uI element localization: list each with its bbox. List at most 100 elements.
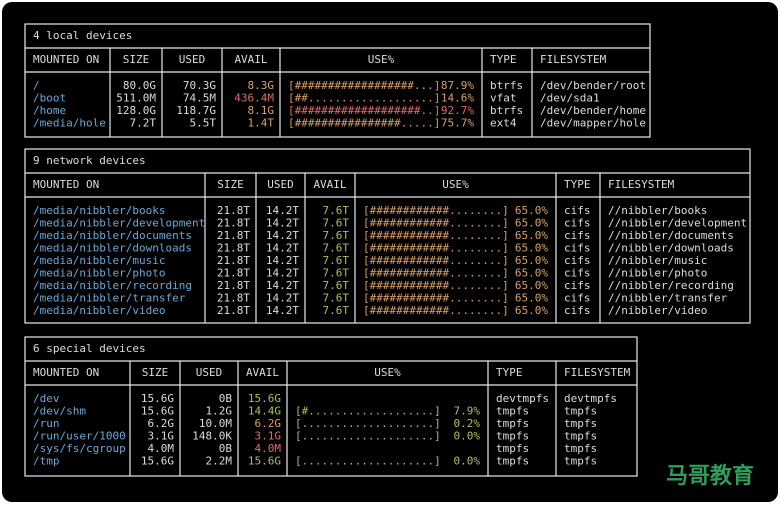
mount-point: /media/nibbler/photo — [33, 267, 165, 280]
filesystem: devtmpfs — [564, 392, 617, 405]
filesystem: //nibbler/music — [608, 254, 707, 267]
filesystem: tmpfs — [564, 430, 597, 443]
column-header: MOUNTED ON — [33, 178, 99, 191]
usage-percent: 0.2% — [454, 417, 481, 430]
usage-bar: [############........] — [363, 279, 509, 292]
avail: 8.3G — [248, 79, 275, 92]
used: 14.2T — [266, 204, 299, 217]
used: 14.2T — [266, 254, 299, 267]
used: 0B — [219, 442, 233, 455]
mount-point: /dev/shm — [33, 405, 86, 418]
column-header: USED — [196, 366, 223, 379]
size: 80.0G — [123, 79, 156, 92]
size: 21.8T — [217, 229, 250, 242]
column-header: SIZE — [123, 53, 150, 66]
fs-type: cifs — [564, 292, 591, 305]
avail: 1.4T — [248, 117, 275, 130]
usage-bar: [############........] — [363, 242, 509, 255]
mount-point: /boot — [33, 92, 66, 105]
mount-point: /tmp — [33, 455, 60, 468]
column-header: MOUNTED ON — [33, 53, 99, 66]
mount-point: /run/user/1000 — [33, 430, 126, 443]
column-header: USED — [267, 178, 294, 191]
usage-percent: 92.7% — [441, 104, 474, 117]
used: 1.2G — [206, 405, 233, 418]
mount-point: /media/nibbler/music — [33, 254, 165, 267]
used: 14.2T — [266, 242, 299, 255]
usage-bar: [....................] — [295, 455, 441, 468]
fs-type: cifs — [564, 242, 591, 255]
avail: 3.1G — [255, 430, 282, 443]
filesystem: //nibbler/transfer — [608, 292, 728, 305]
fs-type: ext4 — [490, 117, 517, 130]
fs-type: btrfs — [490, 104, 523, 117]
filesystem: /dev/bender/root — [540, 79, 646, 92]
column-header: TYPE — [490, 53, 517, 66]
avail: 15.6G — [248, 455, 281, 468]
column-header: SIZE — [142, 366, 169, 379]
used: 148.0K — [192, 430, 232, 443]
usage-bar: [############........] — [363, 292, 509, 305]
fs-type: btrfs — [490, 79, 523, 92]
mount-point: /media/nibbler/transfer — [33, 292, 186, 305]
section-title: 6 special devices — [33, 342, 146, 355]
usage-percent: 65.0% — [515, 217, 548, 230]
filesystem: //nibbler/recording — [608, 279, 734, 292]
used: 14.2T — [266, 267, 299, 280]
size: 21.8T — [217, 292, 250, 305]
filesystem: tmpfs — [564, 455, 597, 468]
used: 0B — [219, 392, 233, 405]
filesystem: /dev/mapper/hole — [540, 117, 646, 130]
mount-point: / — [33, 79, 40, 92]
used: 70.3G — [183, 79, 216, 92]
size: 21.8T — [217, 254, 250, 267]
avail: 14.4G — [248, 405, 281, 418]
avail: 7.6T — [323, 254, 350, 267]
size: 6.2G — [148, 417, 175, 430]
avail: 7.6T — [323, 304, 350, 317]
usage-bar: [....................] — [295, 430, 441, 443]
column-header: FILESYSTEM — [540, 53, 607, 66]
avail: 4.0M — [255, 442, 282, 455]
column-header: MOUNTED ON — [33, 366, 99, 379]
usage-bar: [############........] — [363, 204, 509, 217]
table-border — [24, 148, 751, 324]
fs-type: cifs — [564, 204, 591, 217]
mount-point: /home — [33, 104, 66, 117]
usage-percent: 65.0% — [515, 304, 548, 317]
filesystem: tmpfs — [564, 405, 597, 418]
used: 14.2T — [266, 304, 299, 317]
usage-bar: [###################..] — [288, 104, 440, 117]
usage-bar: [##################...] — [288, 79, 440, 92]
usage-bar: [############........] — [363, 254, 509, 267]
mount-point: /media/nibbler/recording — [33, 279, 192, 292]
usage-bar: [##...................] — [288, 92, 440, 105]
filesystem: /dev/bender/home — [540, 104, 646, 117]
mount-point: /media/nibbler/video — [33, 304, 165, 317]
mount-point: /media/nibbler/development — [33, 217, 205, 230]
avail: 7.6T — [323, 204, 350, 217]
fs-type: cifs — [564, 279, 591, 292]
avail: 7.6T — [323, 242, 350, 255]
used: 118.7G — [176, 104, 216, 117]
mount-point: /dev — [33, 392, 60, 405]
size: 128.0G — [116, 104, 156, 117]
mount-point: /sys/fs/cgroup — [33, 442, 126, 455]
used: 5.5T — [190, 117, 217, 130]
used: 74.5M — [183, 92, 216, 105]
section-title: 9 network devices — [33, 154, 146, 167]
size: 7.2T — [130, 117, 157, 130]
filesystem: //nibbler/video — [608, 304, 707, 317]
table-border — [24, 336, 638, 477]
column-header: USE% — [368, 53, 395, 66]
avail: 436.4M — [234, 92, 274, 105]
column-header: TYPE — [564, 178, 591, 191]
usage-bar: [################.....] — [288, 117, 440, 130]
column-header: AVAIL — [313, 178, 346, 191]
avail: 7.6T — [323, 267, 350, 280]
column-header: USED — [179, 53, 206, 66]
fs-type: tmpfs — [496, 442, 529, 455]
usage-percent: 65.0% — [515, 229, 548, 242]
